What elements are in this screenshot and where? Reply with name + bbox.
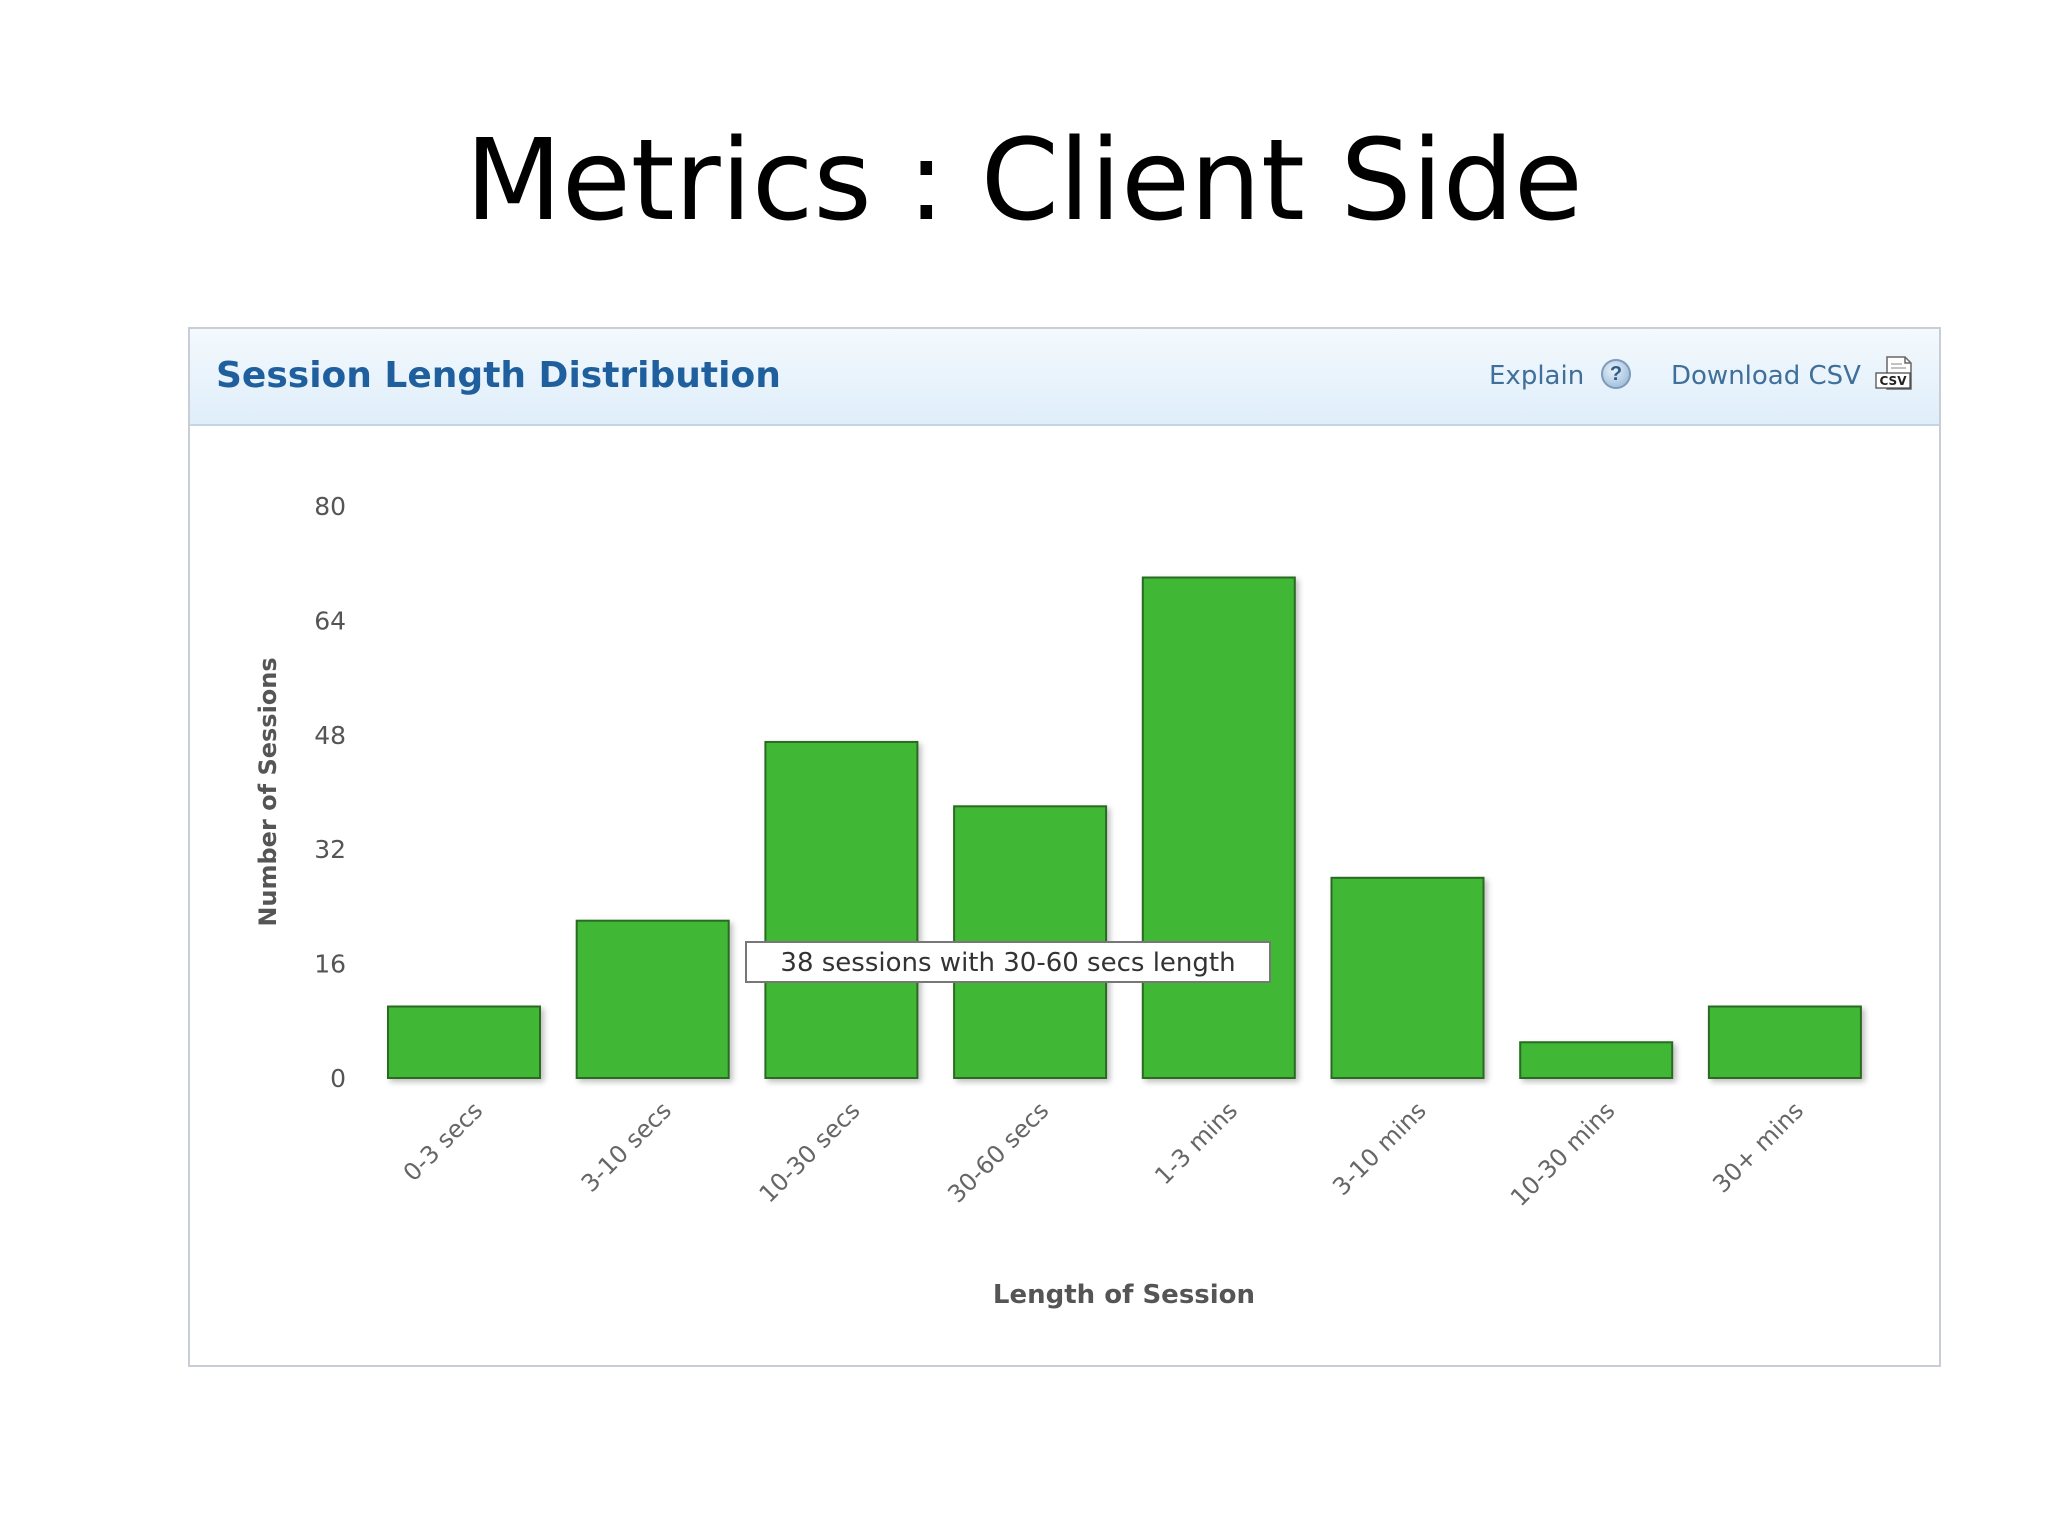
y-tick-label: 0 xyxy=(330,1064,346,1093)
y-tick-label: 32 xyxy=(314,835,346,864)
bar-1-3-mins[interactable] xyxy=(1141,576,1296,1079)
x-tick-label: 0-3 secs xyxy=(398,1096,488,1186)
x-tick-label: 3-10 mins xyxy=(1327,1096,1432,1201)
y-tick-label: 80 xyxy=(314,492,346,521)
x-tick-label: 1-3 mins xyxy=(1149,1096,1243,1190)
bar-tooltip: 38 sessions with 30-60 secs length xyxy=(745,941,1271,983)
x-tick-label: 10-30 secs xyxy=(754,1096,866,1208)
download-csv-link[interactable]: Download CSV xyxy=(1671,361,1861,391)
x-axis-label: Length of Session xyxy=(993,1280,1255,1310)
x-tick-label: 3-10 secs xyxy=(576,1096,677,1197)
y-axis-label: Number of Sessions xyxy=(254,657,282,926)
help-icon[interactable]: ? xyxy=(1601,359,1631,389)
svg-text:CSV: CSV xyxy=(1880,374,1908,388)
x-tick-label: 30+ mins xyxy=(1707,1096,1809,1198)
bar-3-10-secs[interactable] xyxy=(575,919,730,1080)
y-axis-title: Number of Sessions xyxy=(254,657,282,926)
x-tick-label: 10-30 mins xyxy=(1505,1096,1620,1211)
panel-header: Session Length Distribution Explain ? Do… xyxy=(190,329,1939,426)
y-tick-label: 16 xyxy=(314,950,346,979)
bar-0-3-secs[interactable] xyxy=(387,1005,541,1079)
bar-30-mins[interactable] xyxy=(1707,1005,1862,1079)
bar-10-30-mins[interactable] xyxy=(1519,1041,1674,1079)
slide-title: Metrics : Client Side xyxy=(465,116,1583,246)
y-tick-label: 64 xyxy=(314,606,346,635)
explain-link[interactable]: Explain xyxy=(1489,361,1585,391)
bar-3-10-mins[interactable] xyxy=(1330,876,1485,1079)
x-tick-label: 30-60 secs xyxy=(942,1096,1054,1208)
csv-icon[interactable]: CSV xyxy=(1875,355,1917,393)
tooltip-text: 38 sessions with 30-60 secs length xyxy=(780,948,1235,978)
bar-10-30-secs[interactable] xyxy=(764,740,919,1079)
panel-title: Session Length Distribution xyxy=(216,355,781,396)
y-tick-label: 48 xyxy=(314,721,346,750)
